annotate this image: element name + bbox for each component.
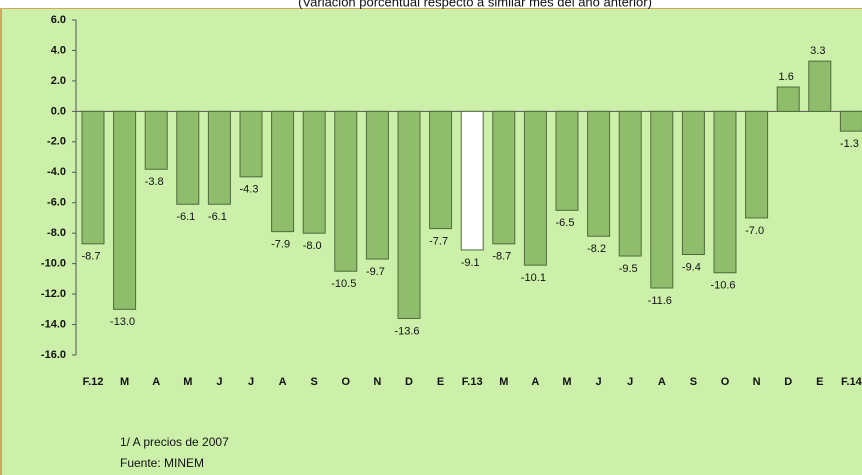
x-tick-label: O (721, 376, 730, 388)
value-label: -9.1 (461, 257, 480, 269)
bar (492, 110, 516, 245)
x-tick-label: O (342, 376, 351, 388)
x-tick-label: S (690, 376, 697, 388)
value-label: -6.1 (208, 211, 227, 223)
bar (839, 110, 862, 132)
y-tick-label: -4.0 (47, 166, 66, 178)
x-tick-label: A (658, 376, 666, 388)
value-label: -8.0 (303, 240, 322, 252)
bar (429, 110, 453, 230)
value-label: -8.7 (82, 251, 101, 263)
chart-subtitle: (Variación porcentual respecto a similar… (298, 0, 652, 9)
bar (555, 110, 579, 211)
x-tick-label: J (627, 376, 633, 388)
bar (113, 110, 137, 310)
x-tick-label: A (152, 376, 160, 388)
x-tick-label: A (531, 376, 539, 388)
bar (81, 110, 105, 245)
value-label: -1.3 (840, 138, 859, 150)
y-tick-label: -10.0 (41, 258, 66, 270)
x-tick-label: F.14 (841, 376, 862, 388)
note: Fuente: MINEM (120, 456, 204, 470)
x-tick-label: J (248, 376, 254, 388)
bar (808, 60, 832, 112)
value-label: -6.1 (176, 211, 195, 223)
x-tick-label: D (405, 376, 413, 388)
value-label: -3.8 (145, 176, 164, 188)
x-tick-label: M (120, 376, 129, 388)
x-tick-label: J (216, 376, 222, 388)
value-label: -7.0 (745, 225, 764, 237)
bar (776, 86, 800, 112)
value-label: -13.0 (110, 316, 135, 328)
x-tick-label: F.12 (83, 376, 104, 388)
bar (681, 110, 705, 256)
bar (460, 110, 484, 251)
x-tick-label: S (311, 376, 318, 388)
x-tick-label: D (784, 376, 792, 388)
x-tick-label: F.13 (462, 376, 483, 388)
value-label: -10.5 (331, 278, 356, 290)
bar (176, 110, 200, 205)
value-label: -11.6 (648, 295, 672, 307)
x-tick-label: J (596, 376, 602, 388)
bar (271, 110, 295, 233)
value-label: 3.3 (810, 45, 825, 57)
y-tick-label: -14.0 (41, 318, 66, 330)
x-tick-label: M (562, 376, 571, 388)
bar (144, 110, 168, 170)
value-label: -8.2 (587, 243, 606, 255)
y-tick-label: 2.0 (51, 75, 66, 87)
value-label: -6.5 (556, 217, 575, 229)
value-label: -9.5 (619, 263, 638, 275)
y-tick-label: 6.0 (51, 14, 66, 26)
bar (523, 110, 547, 266)
value-label: -7.9 (271, 239, 290, 251)
y-tick-label: 0.0 (51, 105, 66, 117)
bar (587, 110, 611, 237)
x-tick-label: E (816, 376, 823, 388)
x-tick-label: N (373, 376, 381, 388)
top-band (0, 0, 862, 8)
value-label: -4.3 (240, 184, 259, 196)
value-label: -13.6 (394, 325, 419, 337)
x-tick-label: E (437, 376, 444, 388)
bar (650, 110, 674, 289)
value-label: -9.4 (682, 261, 701, 273)
bar (397, 110, 421, 319)
value-label: -9.7 (366, 266, 385, 278)
bar (713, 110, 737, 274)
x-tick-label: N (753, 376, 761, 388)
x-tick-label: A (279, 376, 287, 388)
x-tick-label: M (499, 376, 508, 388)
y-tick-label: -16.0 (41, 349, 66, 361)
value-label: 1.6 (779, 71, 794, 83)
value-label: -8.7 (492, 251, 511, 263)
bar (207, 110, 231, 205)
x-tick-label: M (183, 376, 192, 388)
bar (618, 110, 642, 257)
value-label: -7.7 (429, 236, 448, 248)
bar (365, 110, 389, 260)
y-tick-label: -6.0 (47, 197, 66, 209)
value-label: -10.6 (710, 280, 735, 292)
bar (239, 110, 263, 178)
bar (745, 110, 769, 219)
y-tick-label: -2.0 (47, 136, 66, 148)
value-label: -10.1 (521, 272, 546, 284)
bar (334, 110, 358, 272)
bar (302, 110, 326, 234)
note: 1/ A precios de 2007 (120, 435, 229, 449)
y-tick-label: 4.0 (51, 44, 66, 56)
y-tick-label: -12.0 (41, 288, 66, 300)
y-tick-label: -8.0 (47, 227, 66, 239)
